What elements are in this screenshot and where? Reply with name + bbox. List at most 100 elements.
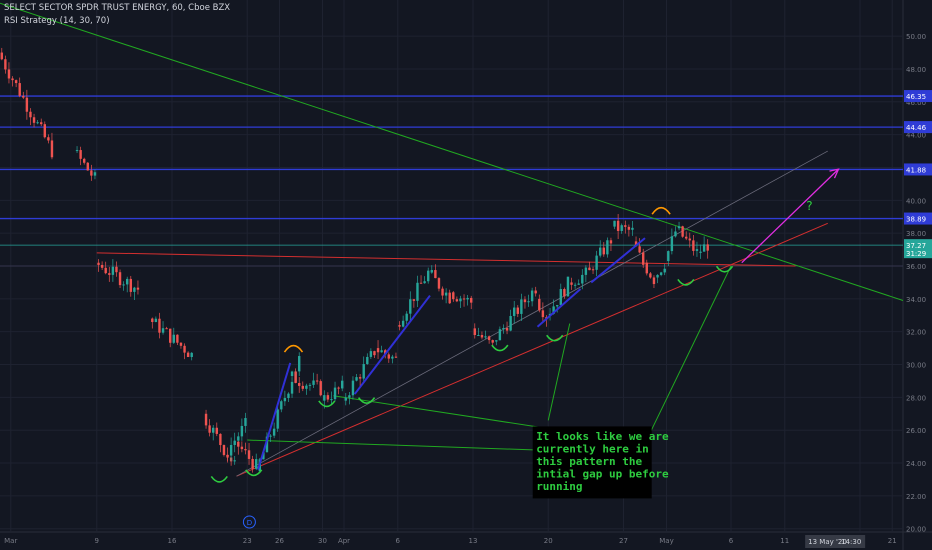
annotation-text: intial gap up before xyxy=(536,467,669,480)
time-tick-label: 16 xyxy=(168,537,177,545)
candle-body xyxy=(301,385,304,389)
candle-body xyxy=(290,371,294,377)
candle-body xyxy=(599,247,602,256)
candle-body xyxy=(427,270,430,282)
price-level-tag xyxy=(904,121,932,134)
candle-body xyxy=(305,385,308,389)
candle-body xyxy=(677,226,681,229)
price-tick-label: 44.00 xyxy=(906,132,926,140)
candle-body xyxy=(577,283,580,285)
annotation-text: running xyxy=(536,480,582,493)
candle-body xyxy=(692,240,695,251)
candle-body xyxy=(437,278,441,289)
candle-body xyxy=(380,350,383,353)
candle-body xyxy=(566,276,570,297)
candle-body xyxy=(165,328,168,330)
price-tick-label: 48.00 xyxy=(906,66,926,74)
candle-body xyxy=(50,140,54,158)
candle-body xyxy=(534,290,537,294)
candle-body xyxy=(269,435,272,437)
candle-body xyxy=(326,395,330,400)
candle-body xyxy=(387,354,390,359)
candle-body xyxy=(179,342,183,346)
bottom-arc xyxy=(245,469,263,477)
candle-body xyxy=(412,299,416,301)
candle-body xyxy=(344,397,347,401)
candle-body xyxy=(620,225,623,231)
candle-body xyxy=(129,278,132,292)
candle-body xyxy=(394,356,398,358)
candle-body xyxy=(237,441,240,447)
candle-body xyxy=(444,292,448,296)
candle-body xyxy=(215,427,218,434)
candle-body xyxy=(136,287,140,290)
candle-body xyxy=(627,226,631,230)
candle-body xyxy=(401,320,405,327)
candle-body xyxy=(674,231,677,237)
candle-body xyxy=(97,262,100,265)
candle-body xyxy=(645,262,648,274)
candle-body xyxy=(695,249,699,251)
candle-body xyxy=(126,278,129,285)
candle-body xyxy=(247,450,251,459)
candle-body xyxy=(255,459,258,469)
candle-body xyxy=(398,325,401,327)
candle-body xyxy=(638,246,641,253)
candle-body xyxy=(502,328,505,330)
projection-arrow xyxy=(741,168,839,264)
top-arc xyxy=(651,206,671,215)
time-tick-label: 11 xyxy=(780,537,789,545)
candle-body xyxy=(591,269,595,271)
candle-body xyxy=(681,226,684,237)
candle-body xyxy=(333,387,337,400)
candle-body xyxy=(470,297,473,303)
candle-body xyxy=(688,238,691,241)
candle-body xyxy=(405,313,408,321)
candle-body xyxy=(104,267,107,274)
candle-body xyxy=(93,172,97,176)
candle-body xyxy=(552,306,555,314)
candle-body xyxy=(79,150,82,159)
chart-title: SELECT SECTOR SPDR TRUST ENERGY, 60, Cbo… xyxy=(4,3,231,13)
price-tick-label: 34.00 xyxy=(906,296,926,304)
candle-body xyxy=(330,399,333,401)
candle-body xyxy=(290,381,294,394)
candle-body xyxy=(505,328,509,331)
price-tick-label: 46.00 xyxy=(906,99,926,107)
candle-body xyxy=(244,449,247,451)
candle-body xyxy=(169,328,172,343)
bar-countdown: 31:29 xyxy=(906,250,926,258)
candle-body xyxy=(244,418,247,426)
candle-body xyxy=(204,413,208,426)
candle-body xyxy=(222,445,226,455)
candle-body xyxy=(43,124,46,138)
dividend-event-label: D xyxy=(247,519,252,527)
candle-body xyxy=(298,383,301,386)
candle-body xyxy=(581,274,584,284)
candle-body xyxy=(251,458,254,469)
candle-body xyxy=(18,83,21,96)
candle-body xyxy=(441,288,444,296)
price-tick-label: 32.00 xyxy=(906,329,926,337)
candle-body xyxy=(355,377,358,381)
candle-body xyxy=(22,95,25,98)
candle-body xyxy=(659,272,663,275)
candle-body xyxy=(219,433,222,446)
candle-body xyxy=(237,436,240,441)
candle-body xyxy=(498,329,502,341)
candle-body xyxy=(530,290,534,302)
candle-body xyxy=(699,251,702,253)
candle-body xyxy=(287,393,290,399)
candle-body xyxy=(373,351,376,356)
candle-body xyxy=(133,287,136,292)
annotation-pointer xyxy=(547,323,571,421)
candle-body xyxy=(606,240,609,255)
candle-body xyxy=(588,267,591,271)
candle-body xyxy=(40,122,43,125)
time-tick-label: 21 xyxy=(888,537,897,545)
candle-body xyxy=(563,289,566,297)
candle-body xyxy=(115,266,118,273)
candle-body xyxy=(685,236,688,239)
